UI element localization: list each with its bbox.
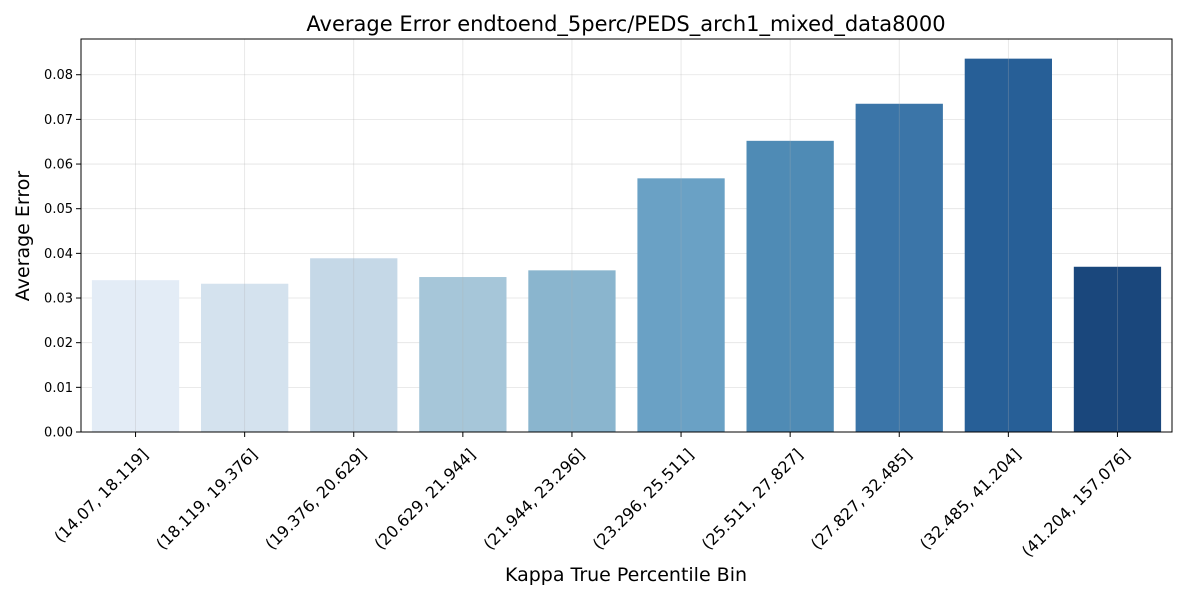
bar <box>91 280 180 432</box>
x-tick-label: (23.296, 25.511] <box>589 445 698 554</box>
y-axis-title: Average Error <box>12 171 34 302</box>
x-tick-label: (19.376, 20.629] <box>261 445 370 554</box>
chart-title: Average Error endtoend_5perc/PEDS_arch1_… <box>306 12 945 37</box>
bar <box>637 178 725 432</box>
y-tick-label: 0.03 <box>44 292 73 307</box>
vertical-grid-layer <box>135 39 1118 432</box>
x-axis: (14.07, 18.119] (18.119, 19.376] (19.376, … <box>50 432 1134 561</box>
bar <box>964 58 1052 433</box>
bar <box>746 140 834 432</box>
bar <box>310 258 398 432</box>
bars-layer <box>91 58 1162 433</box>
x-axis-title: Kappa True Percentile Bin <box>505 564 747 586</box>
x-tick-label: (27.827, 32.485] <box>807 445 916 554</box>
y-tick-label: 0.07 <box>44 113 73 128</box>
x-tick-label: (21.944, 23.296] <box>480 445 589 554</box>
bar <box>528 270 616 432</box>
bar <box>1073 266 1162 432</box>
y-tick-label: 0.06 <box>44 158 73 173</box>
y-tick-label: 0.00 <box>44 426 73 441</box>
y-axis: 0.00 0.01 0.02 0.03 0.04 0.05 0.06 0.07 0.08 <box>44 68 81 441</box>
bar <box>419 277 507 432</box>
y-tick-label: 0.08 <box>44 68 73 83</box>
y-tick-label: 0.01 <box>44 381 73 396</box>
bar <box>855 103 943 433</box>
y-tick-label: 0.04 <box>44 247 73 262</box>
x-tick-label: (20.629, 21.944] <box>371 445 480 554</box>
y-tick-label: 0.02 <box>44 336 73 351</box>
x-tick-label: (14.07, 18.119] <box>50 445 151 546</box>
x-tick-label: (41.204, 157.076] <box>1018 445 1134 561</box>
plot-frame <box>80 38 1173 433</box>
x-tick-label: (25.511, 27.827] <box>698 445 807 554</box>
y-tick-label: 0.05 <box>44 202 73 217</box>
x-tick-label: (18.119, 19.376] <box>152 445 261 554</box>
bar <box>201 283 289 432</box>
x-tick-label: (32.485, 41.204] <box>916 445 1025 554</box>
